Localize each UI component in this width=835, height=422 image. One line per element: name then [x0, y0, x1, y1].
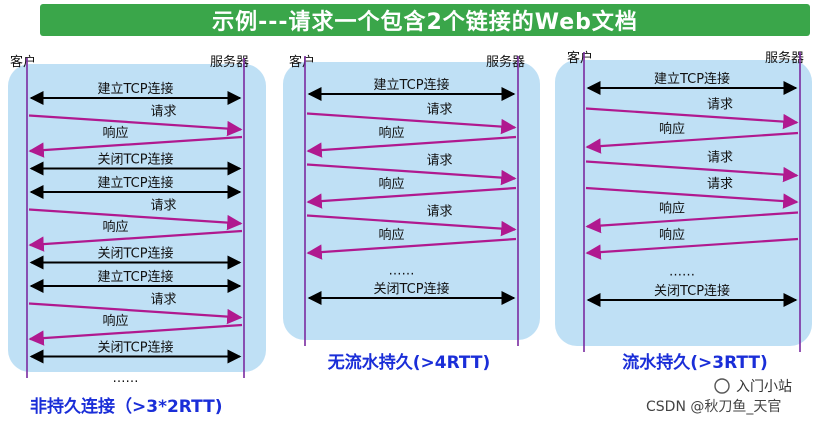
tcp-label: 建立TCP连接: [97, 175, 173, 191]
response-arrow: [585, 131, 799, 154]
response-label: 响应: [102, 313, 128, 329]
timeline-panel: [555, 60, 812, 346]
response-arrow: [28, 135, 243, 158]
response-arrow: [28, 323, 243, 346]
request-label: 请求: [707, 151, 733, 166]
request-label: 请求: [150, 293, 176, 308]
title-banner: 示例---请求一个包含2个链接的Web文档: [40, 4, 810, 36]
request-label: 请求: [150, 105, 176, 120]
ellipsis: ……: [113, 371, 139, 386]
tcp-label: 关闭TCP连接: [654, 283, 730, 299]
request-arrow: [28, 208, 243, 231]
panel-caption: 流水持久(>3RTT): [622, 352, 768, 373]
tcp-label: 建立TCP连接: [97, 81, 173, 97]
response-label: 响应: [378, 176, 404, 192]
client-label: 客户: [567, 50, 593, 66]
page-title: 示例---请求一个包含2个链接的Web文档: [212, 10, 638, 35]
timeline-panel: [283, 62, 540, 340]
ellipsis: ……: [669, 265, 695, 280]
request-arrow: [28, 114, 243, 137]
server-label: 服务器: [486, 54, 525, 70]
brand-watermark: 入门小站: [736, 379, 792, 395]
request-label: 请求: [426, 154, 452, 169]
response-label: 响应: [659, 121, 685, 137]
panel-caption: 无流水持久(>4RTT): [327, 352, 491, 373]
brand-icon: [714, 378, 730, 394]
request-label: 请求: [150, 199, 176, 214]
request-arrow: [306, 214, 517, 237]
client-label: 客户: [289, 54, 315, 70]
tcp-label: 关闭TCP连接: [97, 246, 173, 262]
response-arrow: [306, 237, 517, 260]
response-arrow: [306, 135, 517, 158]
timeline-panel: [8, 64, 266, 372]
request-label: 请求: [426, 205, 452, 220]
response-label: 响应: [378, 125, 404, 141]
server-label: 服务器: [210, 54, 249, 70]
request-arrow: [306, 163, 517, 186]
tcp-label: 关闭TCP连接: [373, 281, 449, 297]
ellipsis: ……: [389, 264, 415, 279]
tcp-label: 关闭TCP连接: [97, 340, 173, 356]
tcp-label: 建立TCP连接: [654, 71, 730, 87]
response-label: 响应: [102, 219, 128, 235]
response-label: 响应: [102, 125, 128, 141]
response-label: 响应: [378, 227, 404, 243]
response-arrow: [306, 186, 517, 209]
tcp-label: 建立TCP连接: [97, 269, 173, 285]
client-label: 客户: [10, 54, 36, 70]
request-label: 请求: [426, 103, 452, 118]
request-arrow: [585, 186, 799, 209]
panel-caption: 非持久连接（>3*2RTT): [30, 396, 222, 417]
request-label: 请求: [707, 177, 733, 192]
server-label: 服务器: [765, 50, 804, 66]
request-arrow: [585, 107, 799, 130]
request-arrow: [306, 112, 517, 135]
tcp-label: 建立TCP连接: [373, 77, 449, 93]
response-arrow: [28, 229, 243, 252]
response-label: 响应: [659, 201, 685, 217]
response-arrow: [585, 211, 799, 234]
response-label: 响应: [659, 227, 685, 243]
csdn-credit: CSDN @秋刀鱼_天官: [646, 398, 781, 415]
response-arrow: [585, 237, 799, 260]
request-arrow: [585, 160, 799, 183]
request-label: 请求: [707, 98, 733, 113]
tcp-label: 关闭TCP连接: [97, 152, 173, 168]
request-arrow: [28, 302, 243, 325]
